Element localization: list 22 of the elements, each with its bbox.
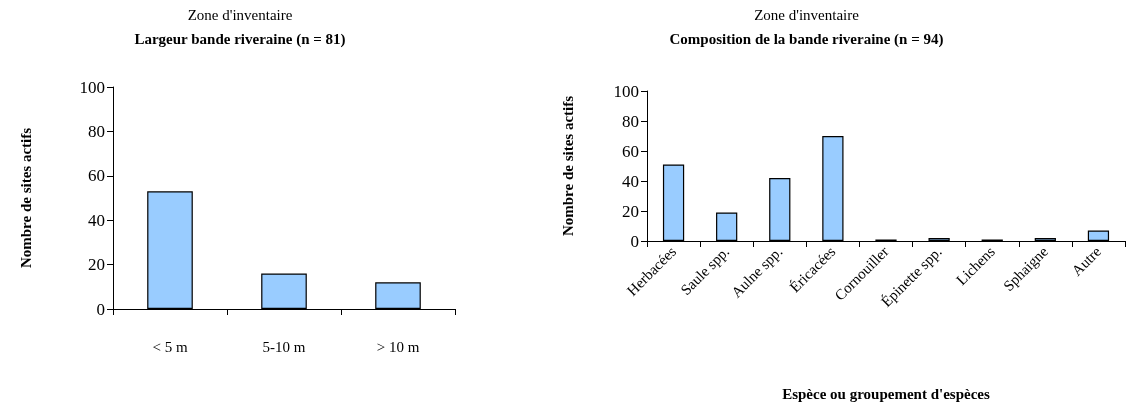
chart-title: Composition de la bande riveraine (n = 94) bbox=[669, 30, 944, 48]
y-tick-label: 80 bbox=[88, 121, 105, 141]
y-tick-label: 60 bbox=[622, 141, 639, 161]
y-tick-label: 40 bbox=[88, 210, 105, 230]
y-axis-title: Nombre de sites actifs bbox=[17, 127, 34, 269]
chart-subtitle: Zone d'inventaire bbox=[754, 6, 860, 23]
x-axis-title: Espèce ou groupement d'espèces bbox=[782, 385, 990, 402]
x-tick-label: > 10 m bbox=[376, 338, 420, 355]
y-tick-label: 60 bbox=[88, 166, 105, 186]
y-axis-title: Nombre de sites actifs bbox=[559, 95, 576, 237]
x-tick-label: < 5 m bbox=[152, 338, 188, 355]
x-tick-label: 5-10 m bbox=[262, 338, 306, 355]
chart-title: Largeur bande riveraine (n = 81) bbox=[134, 30, 346, 48]
y-tick-label: 100 bbox=[613, 81, 639, 101]
y-tick-label: 100 bbox=[79, 77, 105, 97]
y-tick-label: 20 bbox=[88, 255, 105, 275]
y-tick-label: 40 bbox=[622, 171, 639, 191]
chart-subtitle: Zone d'inventaire bbox=[187, 6, 293, 23]
y-tick-label: 20 bbox=[622, 201, 639, 221]
y-tick-label: 0 bbox=[96, 299, 105, 319]
y-tick-label: 0 bbox=[630, 231, 639, 251]
y-tick-label: 80 bbox=[622, 111, 639, 131]
